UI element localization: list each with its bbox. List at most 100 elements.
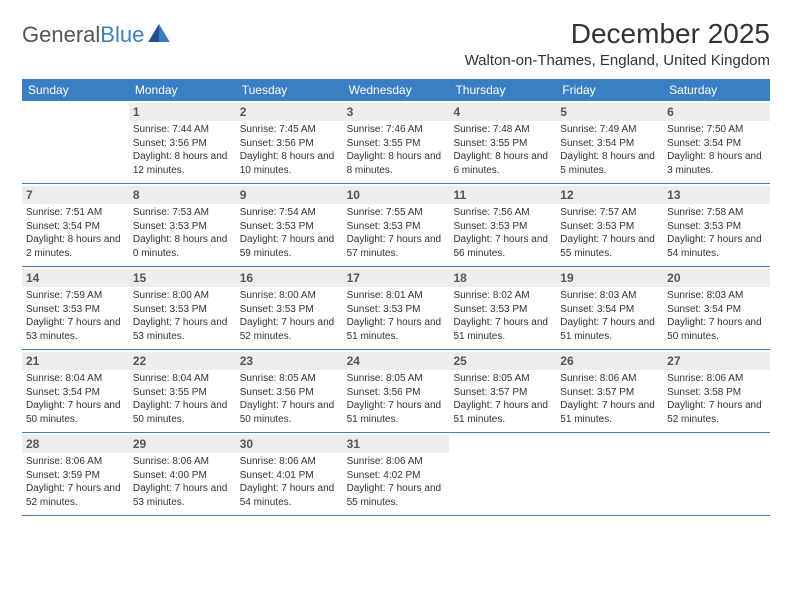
day-number: 27: [663, 352, 770, 370]
day-cell: 6 Sunrise: 7:50 AMSunset: 3:54 PMDaylight…: [663, 101, 770, 183]
sunrise-text: Sunrise: 7:53 AM: [133, 206, 232, 220]
day-cell: 8Sunrise: 7:53 AMSunset: 3:53 PMDaylight…: [129, 184, 236, 266]
day-info: Sunrise: 8:05 AMSunset: 3:56 PMDaylight:…: [347, 372, 446, 426]
day-cell: 18Sunrise: 8:02 AMSunset: 3:53 PMDayligh…: [449, 267, 556, 349]
day-number: 29: [129, 435, 236, 453]
day-info: Sunrise: 7:49 AMSunset: 3:54 PMDaylight:…: [560, 123, 659, 177]
logo-text: GeneralBlue: [22, 22, 144, 48]
sunrise-text: Sunrise: 8:02 AM: [453, 289, 552, 303]
day-cell: 10Sunrise: 7:55 AMSunset: 3:53 PMDayligh…: [343, 184, 450, 266]
day-cell: 7 Sunrise: 7:51 AMSunset: 3:54 PMDaylight…: [22, 184, 129, 266]
day-cell: 27 Sunrise: 8:06 AMSunset: 3:58 PMDayligh…: [663, 350, 770, 432]
day-header-row: Sunday Monday Tuesday Wednesday Thursday…: [22, 79, 770, 101]
day-info: Sunrise: 8:04 AMSunset: 3:55 PMDaylight:…: [133, 372, 232, 426]
day-number: 20: [663, 269, 770, 287]
day-number: 7: [22, 186, 129, 204]
day-info: Sunrise: 8:05 AMSunset: 3:57 PMDaylight:…: [453, 372, 552, 426]
day-number: 17: [343, 269, 450, 287]
daylight-text: Daylight: 8 hours and 5 minutes.: [560, 150, 659, 177]
day-header-wednesday: Wednesday: [343, 79, 450, 101]
sunset-text: Sunset: 4:01 PM: [240, 469, 339, 483]
sunrise-text: Sunrise: 7:45 AM: [240, 123, 339, 137]
sunrise-text: Sunrise: 8:00 AM: [240, 289, 339, 303]
sunset-text: Sunset: 3:57 PM: [453, 386, 552, 400]
day-number: 31: [343, 435, 450, 453]
day-info: Sunrise: 8:06 AMSunset: 3:58 PMDaylight:…: [667, 372, 766, 426]
logo-text-gray: General: [22, 22, 100, 47]
day-cell: 20 Sunrise: 8:03 AMSunset: 3:54 PMDayligh…: [663, 267, 770, 349]
day-cell: 24 Sunrise: 8:05 AMSunset: 3:56 PMDayligh…: [343, 350, 450, 432]
day-cell: [22, 101, 129, 183]
day-number: 11: [449, 186, 556, 204]
calendar: Sunday Monday Tuesday Wednesday Thursday…: [22, 79, 770, 516]
sunset-text: Sunset: 3:58 PM: [667, 386, 766, 400]
day-number: 14: [22, 269, 129, 287]
sunset-text: Sunset: 3:56 PM: [133, 137, 232, 151]
day-number: 10: [343, 186, 450, 204]
week-row: 7 Sunrise: 7:51 AMSunset: 3:54 PMDaylight…: [22, 184, 770, 267]
day-number: 25: [449, 352, 556, 370]
daylight-text: Daylight: 7 hours and 56 minutes.: [453, 233, 552, 260]
day-cell: 25 Sunrise: 8:05 AMSunset: 3:57 PMDayligh…: [449, 350, 556, 432]
day-header-monday: Monday: [129, 79, 236, 101]
day-number: [663, 435, 770, 439]
sunrise-text: Sunrise: 8:03 AM: [560, 289, 659, 303]
sunset-text: Sunset: 3:54 PM: [26, 220, 125, 234]
day-number: 21: [22, 352, 129, 370]
day-cell: 21 Sunrise: 8:04 AMSunset: 3:54 PMDayligh…: [22, 350, 129, 432]
day-number: 9: [236, 186, 343, 204]
day-info: Sunrise: 8:06 AMSunset: 3:59 PMDaylight:…: [26, 455, 125, 509]
sunrise-text: Sunrise: 8:04 AM: [26, 372, 125, 386]
day-cell: [449, 433, 556, 515]
day-info: Sunrise: 8:04 AMSunset: 3:54 PMDaylight:…: [26, 372, 125, 426]
day-info: Sunrise: 7:56 AMSunset: 3:53 PMDaylight:…: [453, 206, 552, 260]
day-cell: 11 Sunrise: 7:56 AMSunset: 3:53 PMDayligh…: [449, 184, 556, 266]
day-number: 5: [556, 103, 663, 121]
day-info: Sunrise: 8:03 AMSunset: 3:54 PMDaylight:…: [667, 289, 766, 343]
day-cell: 15Sunrise: 8:00 AMSunset: 3:53 PMDayligh…: [129, 267, 236, 349]
day-cell: 28 Sunrise: 8:06 AMSunset: 3:59 PMDayligh…: [22, 433, 129, 515]
day-number: 6: [663, 103, 770, 121]
daylight-text: Daylight: 8 hours and 3 minutes.: [667, 150, 766, 177]
sunset-text: Sunset: 3:55 PM: [133, 386, 232, 400]
day-cell: 23Sunrise: 8:05 AMSunset: 3:56 PMDayligh…: [236, 350, 343, 432]
sunset-text: Sunset: 3:53 PM: [560, 220, 659, 234]
day-info: Sunrise: 7:44 AMSunset: 3:56 PMDaylight:…: [133, 123, 232, 177]
sunset-text: Sunset: 3:53 PM: [667, 220, 766, 234]
week-row: 28 Sunrise: 8:06 AMSunset: 3:59 PMDayligh…: [22, 433, 770, 516]
day-info: Sunrise: 8:06 AMSunset: 4:01 PMDaylight:…: [240, 455, 339, 509]
sunrise-text: Sunrise: 8:06 AM: [667, 372, 766, 386]
day-info: Sunrise: 7:50 AMSunset: 3:54 PMDaylight:…: [667, 123, 766, 177]
day-info: Sunrise: 8:05 AMSunset: 3:56 PMDaylight:…: [240, 372, 339, 426]
logo-triangle-icon: [148, 24, 170, 42]
sunset-text: Sunset: 3:54 PM: [560, 137, 659, 151]
daylight-text: Daylight: 7 hours and 50 minutes.: [26, 399, 125, 426]
sunrise-text: Sunrise: 8:06 AM: [240, 455, 339, 469]
day-info: Sunrise: 8:01 AMSunset: 3:53 PMDaylight:…: [347, 289, 446, 343]
day-info: Sunrise: 7:54 AMSunset: 3:53 PMDaylight:…: [240, 206, 339, 260]
day-number: 1: [129, 103, 236, 121]
week-row: 1 Sunrise: 7:44 AMSunset: 3:56 PMDaylight…: [22, 101, 770, 184]
sunrise-text: Sunrise: 8:06 AM: [133, 455, 232, 469]
daylight-text: Daylight: 7 hours and 52 minutes.: [240, 316, 339, 343]
sunset-text: Sunset: 3:56 PM: [240, 137, 339, 151]
day-info: Sunrise: 7:57 AMSunset: 3:53 PMDaylight:…: [560, 206, 659, 260]
day-cell: 17 Sunrise: 8:01 AMSunset: 3:53 PMDayligh…: [343, 267, 450, 349]
day-cell: 29Sunrise: 8:06 AMSunset: 4:00 PMDayligh…: [129, 433, 236, 515]
sunset-text: Sunset: 3:55 PM: [347, 137, 446, 151]
daylight-text: Daylight: 7 hours and 51 minutes.: [347, 316, 446, 343]
sunset-text: Sunset: 3:53 PM: [133, 220, 232, 234]
daylight-text: Daylight: 7 hours and 53 minutes.: [133, 316, 232, 343]
daylight-text: Daylight: 7 hours and 51 minutes.: [453, 316, 552, 343]
day-info: Sunrise: 7:59 AMSunset: 3:53 PMDaylight:…: [26, 289, 125, 343]
sunset-text: Sunset: 3:54 PM: [560, 303, 659, 317]
day-cell: 31Sunrise: 8:06 AMSunset: 4:02 PMDayligh…: [343, 433, 450, 515]
daylight-text: Daylight: 7 hours and 50 minutes.: [133, 399, 232, 426]
sunset-text: Sunset: 3:59 PM: [26, 469, 125, 483]
daylight-text: Daylight: 8 hours and 12 minutes.: [133, 150, 232, 177]
day-number: 28: [22, 435, 129, 453]
day-number: 24: [343, 352, 450, 370]
weeks-container: 1 Sunrise: 7:44 AMSunset: 3:56 PMDaylight…: [22, 101, 770, 516]
daylight-text: Daylight: 7 hours and 51 minutes.: [560, 399, 659, 426]
day-info: Sunrise: 7:51 AMSunset: 3:54 PMDaylight:…: [26, 206, 125, 260]
